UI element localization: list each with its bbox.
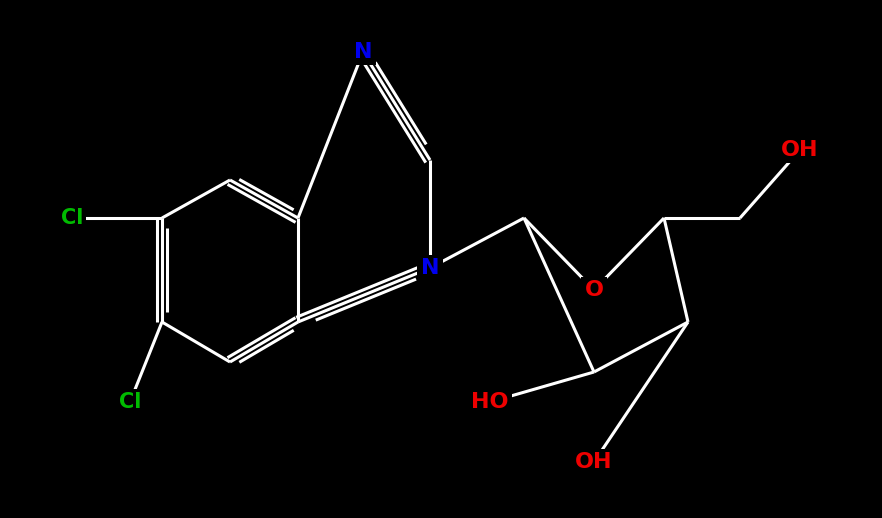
Text: HO: HO: [471, 392, 509, 412]
Text: N: N: [421, 258, 439, 278]
Text: Cl: Cl: [119, 392, 141, 412]
Text: N: N: [354, 42, 372, 62]
Text: OH: OH: [575, 452, 613, 472]
Text: OH: OH: [781, 140, 818, 160]
Text: Cl: Cl: [61, 208, 83, 228]
Text: O: O: [585, 280, 603, 300]
